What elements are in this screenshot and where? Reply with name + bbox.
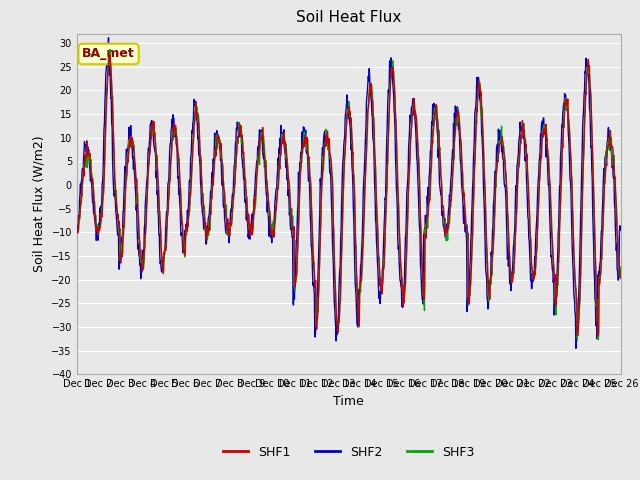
SHF3 xyxy=(371,136,378,142)
Legend: SHF1, SHF2, SHF3: SHF1, SHF2, SHF3 xyxy=(218,441,480,464)
Title: Soil Heat Flux: Soil Heat Flux xyxy=(296,11,401,25)
X-axis label: Time: Time xyxy=(333,395,364,408)
SHF1 xyxy=(595,333,602,338)
Line: SHF1: SHF1 xyxy=(77,54,620,336)
Line: SHF2: SHF2 xyxy=(77,38,620,348)
SHF2 xyxy=(105,35,113,41)
SHF3 xyxy=(359,238,367,244)
Text: BA_met: BA_met xyxy=(82,48,135,60)
SHF3 xyxy=(257,140,264,146)
SHF1 xyxy=(145,156,153,161)
SHF1 xyxy=(165,193,173,199)
Y-axis label: Soil Heat Flux (W/m2): Soil Heat Flux (W/m2) xyxy=(33,136,45,272)
SHF1 xyxy=(73,230,81,236)
SHF2 xyxy=(371,163,378,169)
SHF2 xyxy=(165,176,173,181)
SHF3 xyxy=(73,228,81,234)
SHF3 xyxy=(595,336,602,342)
SHF2 xyxy=(73,228,81,234)
SHF3 xyxy=(145,154,153,160)
SHF2 xyxy=(257,138,264,144)
SHF1 xyxy=(257,136,264,142)
Line: SHF3: SHF3 xyxy=(77,49,620,339)
SHF1 xyxy=(309,257,317,263)
SHF2 xyxy=(616,227,624,233)
SHF1 xyxy=(105,51,113,57)
SHF2 xyxy=(145,141,153,146)
SHF1 xyxy=(371,128,378,133)
SHF2 xyxy=(572,346,580,351)
SHF1 xyxy=(359,246,367,252)
SHF3 xyxy=(165,191,173,197)
SHF2 xyxy=(309,282,317,288)
SHF3 xyxy=(309,242,317,248)
SHF3 xyxy=(106,47,114,52)
SHF1 xyxy=(616,275,624,281)
SHF2 xyxy=(359,211,367,217)
SHF3 xyxy=(616,273,624,278)
